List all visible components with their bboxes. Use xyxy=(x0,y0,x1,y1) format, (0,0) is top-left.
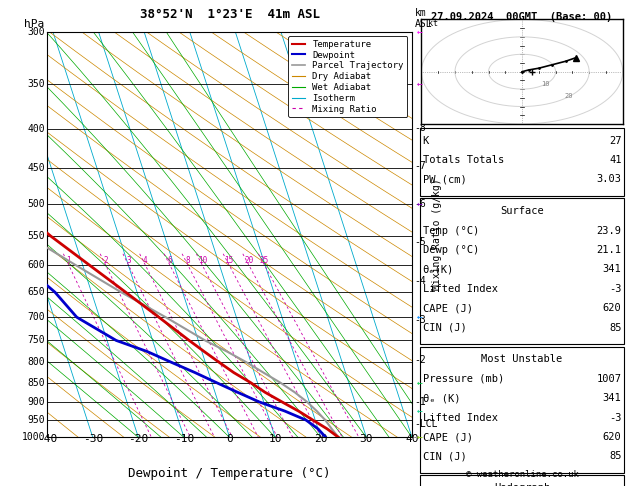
Text: Mixing Ratio (g/kg): Mixing Ratio (g/kg) xyxy=(432,179,442,290)
Text: Dewp (°C): Dewp (°C) xyxy=(423,245,479,255)
Text: CIN (J): CIN (J) xyxy=(423,323,467,333)
Text: 350: 350 xyxy=(28,79,45,88)
Text: 3.03: 3.03 xyxy=(596,174,621,185)
Text: ←: ← xyxy=(417,79,423,88)
Text: Temp (°C): Temp (°C) xyxy=(423,226,479,236)
Text: kt: kt xyxy=(428,19,438,28)
Text: 30: 30 xyxy=(360,434,373,444)
Text: Dewpoint / Temperature (°C): Dewpoint / Temperature (°C) xyxy=(128,467,331,480)
Text: 20: 20 xyxy=(565,93,573,99)
Text: -30: -30 xyxy=(82,434,103,444)
Text: -2: -2 xyxy=(414,355,426,365)
Text: 20: 20 xyxy=(314,434,328,444)
Text: -3: -3 xyxy=(609,413,621,423)
Text: CIN (J): CIN (J) xyxy=(423,451,467,462)
Text: Totals Totals: Totals Totals xyxy=(423,155,504,165)
Text: Most Unstable: Most Unstable xyxy=(481,354,563,364)
Text: 85: 85 xyxy=(609,451,621,462)
Text: -8: -8 xyxy=(414,122,426,133)
Text: 800: 800 xyxy=(28,357,45,367)
Text: 550: 550 xyxy=(28,231,45,241)
Text: © weatheronline.co.uk: © weatheronline.co.uk xyxy=(465,469,579,479)
Text: 23.9: 23.9 xyxy=(596,226,621,236)
Text: -20: -20 xyxy=(128,434,148,444)
Text: -5: -5 xyxy=(414,237,426,247)
Text: 341: 341 xyxy=(603,393,621,403)
Text: ←: ← xyxy=(417,27,423,36)
Text: -40: -40 xyxy=(37,434,57,444)
Text: 27.09.2024  00GMT  (Base: 00): 27.09.2024 00GMT (Base: 00) xyxy=(431,12,613,22)
Text: 700: 700 xyxy=(28,312,45,322)
Text: 620: 620 xyxy=(603,432,621,442)
Text: 950: 950 xyxy=(28,415,45,425)
Text: CAPE (J): CAPE (J) xyxy=(423,303,472,313)
Text: CAPE (J): CAPE (J) xyxy=(423,432,472,442)
Text: 8: 8 xyxy=(186,256,191,265)
Text: 0: 0 xyxy=(226,434,233,444)
Text: 2: 2 xyxy=(103,256,108,265)
Text: ←: ← xyxy=(417,312,423,322)
Text: -LCL: -LCL xyxy=(414,418,437,429)
Text: ←: ← xyxy=(417,406,423,416)
Text: θₑ (K): θₑ (K) xyxy=(423,393,460,403)
Text: 15: 15 xyxy=(225,256,234,265)
Text: Surface: Surface xyxy=(500,206,544,216)
Text: 38°52'N  1°23'E  41m ASL: 38°52'N 1°23'E 41m ASL xyxy=(140,8,320,21)
Text: 300: 300 xyxy=(28,27,45,36)
Text: 650: 650 xyxy=(28,287,45,297)
Text: 341: 341 xyxy=(603,264,621,275)
Text: 400: 400 xyxy=(28,123,45,134)
Text: ←: ← xyxy=(417,378,423,388)
Text: 500: 500 xyxy=(28,199,45,209)
Text: ←: ← xyxy=(417,433,423,442)
Text: 27: 27 xyxy=(609,136,621,146)
Text: 3: 3 xyxy=(126,256,131,265)
Text: Lifted Index: Lifted Index xyxy=(423,284,498,294)
Text: 6: 6 xyxy=(167,256,172,265)
Text: -1: -1 xyxy=(414,397,426,406)
Text: Lifted Index: Lifted Index xyxy=(423,413,498,423)
Text: -3: -3 xyxy=(609,284,621,294)
Text: 620: 620 xyxy=(603,303,621,313)
Text: 4: 4 xyxy=(143,256,148,265)
Text: 1000: 1000 xyxy=(22,433,45,442)
Text: K: K xyxy=(423,136,429,146)
Text: PW (cm): PW (cm) xyxy=(423,174,467,185)
Text: 41: 41 xyxy=(609,155,621,165)
Text: θₑ(K): θₑ(K) xyxy=(423,264,454,275)
Text: -7: -7 xyxy=(414,161,426,171)
Text: 850: 850 xyxy=(28,378,45,388)
Text: hPa: hPa xyxy=(24,19,44,29)
Text: -4: -4 xyxy=(414,276,426,286)
Text: 450: 450 xyxy=(28,163,45,173)
Text: 10: 10 xyxy=(269,434,282,444)
Text: Pressure (mb): Pressure (mb) xyxy=(423,374,504,384)
Text: 750: 750 xyxy=(28,335,45,346)
Text: 20: 20 xyxy=(244,256,253,265)
Text: km
ASL: km ASL xyxy=(415,8,433,29)
Text: ←: ← xyxy=(417,199,423,209)
Text: 25: 25 xyxy=(260,256,269,265)
Text: Hodograph: Hodograph xyxy=(494,483,550,486)
Text: 85: 85 xyxy=(609,323,621,333)
Text: -6: -6 xyxy=(414,199,426,209)
Legend: Temperature, Dewpoint, Parcel Trajectory, Dry Adiabat, Wet Adiabat, Isotherm, Mi: Temperature, Dewpoint, Parcel Trajectory… xyxy=(288,36,408,117)
Text: 10: 10 xyxy=(198,256,207,265)
Text: 1: 1 xyxy=(67,256,71,265)
Text: 600: 600 xyxy=(28,260,45,270)
Text: 900: 900 xyxy=(28,397,45,407)
Text: 10: 10 xyxy=(542,81,550,87)
Text: 21.1: 21.1 xyxy=(596,245,621,255)
Text: 1007: 1007 xyxy=(596,374,621,384)
Text: -3: -3 xyxy=(414,314,426,325)
Text: -10: -10 xyxy=(174,434,194,444)
Text: 40: 40 xyxy=(405,434,419,444)
